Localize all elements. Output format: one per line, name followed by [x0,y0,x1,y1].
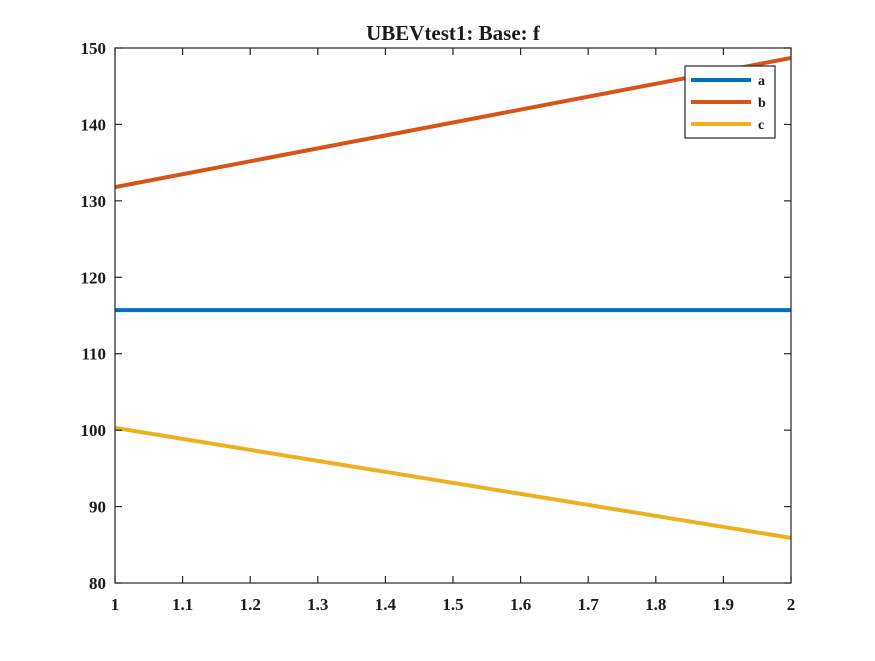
x-tick-label: 1.2 [240,595,261,614]
x-tick-label: 1.5 [442,595,463,614]
x-tick-label: 1.4 [375,595,397,614]
x-tick-label: 1.9 [713,595,734,614]
y-tick-label: 120 [81,268,107,287]
y-tick-label: 110 [81,345,106,364]
y-tick-label: 140 [81,115,107,134]
series-line-b [114,55,792,190]
axes-layer: 1 1.1 1.2 1.3 1.4 1.5 1.6 1.7 1.8 1.9 2 80 90 100 110 1… [81,39,796,614]
legend-label-a: a [758,74,765,89]
x-tick-label: 1.8 [645,595,666,614]
y-tick-label: 90 [89,498,106,517]
y-tick-label: 80 [89,574,106,593]
x-tick-label: 1.7 [578,595,600,614]
plot-area [115,48,791,583]
chart-title: UBEVtest1: Base: f [366,21,541,45]
x-tick-label: 1.6 [510,595,531,614]
x-tick-label: 2 [787,595,796,614]
y-tick-label: 100 [81,421,107,440]
legend-label-b: b [758,96,766,111]
x-tick-label: 1.1 [172,595,193,614]
x-tick-label: 1.3 [307,595,328,614]
y-tick-label: 150 [81,39,107,58]
x-tick-label: 1 [111,595,120,614]
y-tick-label: 130 [81,192,107,211]
legend: abc [684,65,776,139]
series-layer [114,55,792,540]
legend-label-c: c [758,118,764,133]
series-line-c [114,425,792,540]
